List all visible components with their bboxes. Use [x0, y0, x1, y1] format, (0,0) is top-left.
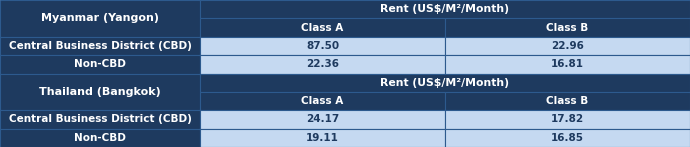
Bar	[200, 129, 445, 147]
Text: 24.17: 24.17	[306, 114, 339, 125]
Bar	[445, 129, 690, 147]
Text: 22.96: 22.96	[551, 41, 584, 51]
Bar	[0, 0, 200, 37]
Text: 22.36: 22.36	[306, 59, 339, 69]
Text: 16.85: 16.85	[551, 133, 584, 143]
Text: 87.50: 87.50	[306, 41, 339, 51]
Bar	[200, 18, 445, 37]
Bar	[200, 92, 445, 110]
Text: Class B: Class B	[546, 96, 589, 106]
Bar	[0, 129, 200, 147]
Bar	[445, 92, 690, 110]
Text: Thailand (Bangkok): Thailand (Bangkok)	[39, 87, 161, 97]
Text: 16.81: 16.81	[551, 59, 584, 69]
Text: Class B: Class B	[546, 22, 589, 33]
Text: Class A: Class A	[302, 96, 344, 106]
Text: Rent (US$/M²/Month): Rent (US$/M²/Month)	[380, 78, 509, 88]
Text: Myanmar (Yangon): Myanmar (Yangon)	[41, 13, 159, 23]
Text: Non-CBD: Non-CBD	[74, 133, 126, 143]
Bar	[200, 74, 690, 92]
Text: 19.11: 19.11	[306, 133, 339, 143]
Text: Rent (US$/M²/Month): Rent (US$/M²/Month)	[380, 4, 509, 14]
Bar	[445, 18, 690, 37]
Bar	[445, 55, 690, 74]
Bar	[200, 110, 445, 129]
Bar	[0, 74, 200, 110]
Bar	[445, 110, 690, 129]
Text: Central Business District (CBD): Central Business District (CBD)	[8, 41, 191, 51]
Bar	[200, 55, 445, 74]
Bar	[200, 0, 690, 18]
Bar	[0, 110, 200, 129]
Text: Non-CBD: Non-CBD	[74, 59, 126, 69]
Bar	[0, 37, 200, 55]
Text: Central Business District (CBD): Central Business District (CBD)	[8, 114, 191, 125]
Text: 17.82: 17.82	[551, 114, 584, 125]
Text: Class A: Class A	[302, 22, 344, 33]
Bar	[445, 37, 690, 55]
Bar	[0, 55, 200, 74]
Bar	[200, 37, 445, 55]
